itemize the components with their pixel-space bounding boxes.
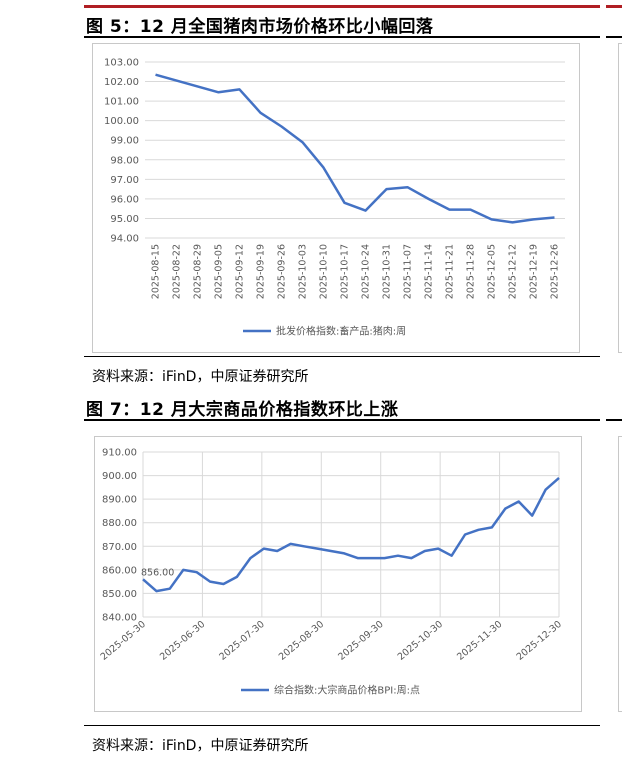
y-tick-label: 840.00 bbox=[102, 613, 137, 624]
figure-5-bottom-rule bbox=[84, 356, 600, 357]
figure-7-title-rule-right bbox=[606, 419, 622, 421]
chart-1-frame: 94.00 95.00 96.00 97.00 98.00 99.00 100.00 101.… bbox=[92, 43, 580, 353]
x-tick-label: 2025-10-17 bbox=[340, 244, 351, 299]
y-tick-label: 98.00 bbox=[110, 155, 139, 166]
series-line bbox=[155, 73, 555, 224]
legend-label: 批发价格指数:畜产品:猪肉:周 bbox=[276, 325, 406, 338]
top-red-rule bbox=[84, 5, 600, 8]
y-tick-label: 103.00 bbox=[104, 58, 139, 69]
data-label: 856.00 bbox=[141, 567, 174, 578]
y-tick-label: 900.00 bbox=[102, 471, 137, 482]
x-tick-label: 2025-10-10 bbox=[319, 244, 330, 299]
x-tick-label: 2025-08-22 bbox=[172, 244, 183, 299]
y-tick-label: 97.00 bbox=[110, 175, 139, 186]
x-tick-label: 2025-10-30 bbox=[396, 619, 445, 663]
y-tick-label: 99.00 bbox=[110, 136, 139, 147]
figure-5-source: 资料来源：iFinD，中原证券研究所 bbox=[92, 369, 309, 385]
x-tick-label: 2025-12-30 bbox=[515, 619, 564, 663]
series-line bbox=[142, 476, 560, 593]
x-tick-label: 2025-10-24 bbox=[361, 244, 372, 299]
y-tick-label: 860.00 bbox=[102, 565, 137, 576]
y-tick-label: 880.00 bbox=[102, 518, 137, 529]
y-tick-label: 101.00 bbox=[104, 97, 139, 108]
x-tick-label: 2025-10-03 bbox=[298, 244, 309, 299]
x-tick-label: 2025-09-12 bbox=[235, 244, 246, 299]
legend-label: 综合指数:大宗商品价格BPI:周:点 bbox=[274, 684, 420, 697]
x-tick-label: 2025-08-30 bbox=[277, 619, 326, 663]
x-tick-label: 2025-08-15 bbox=[151, 244, 162, 299]
y-tick-label: 850.00 bbox=[102, 589, 137, 600]
figure-7-title: 图 7：12 月大宗商品价格指数环比上涨 bbox=[86, 400, 399, 420]
figure-5-title-rule bbox=[84, 36, 600, 38]
y-tick-label: 870.00 bbox=[102, 542, 137, 553]
x-tick-label: 2025-11-30 bbox=[455, 619, 504, 663]
y-tick-label: 95.00 bbox=[110, 214, 139, 225]
chart-2-svg: 840.00 850.00 860.00 870.00 880.00 890.00 900.… bbox=[99, 448, 564, 697]
x-tick-label: 2025-11-07 bbox=[403, 244, 414, 299]
y-tick-label: 910.00 bbox=[102, 448, 137, 459]
x-tick-label: 2025-10-31 bbox=[382, 244, 393, 299]
x-tick-label: 2025-11-28 bbox=[466, 244, 477, 299]
top-red-rule-right bbox=[606, 5, 622, 8]
y-tick-label: 94.00 bbox=[110, 234, 139, 245]
chart-2-frame: 840.00 850.00 860.00 870.00 880.00 890.00 900.… bbox=[94, 436, 582, 712]
y-tick-label: 102.00 bbox=[104, 77, 139, 88]
adjacent-chart-edge bbox=[618, 43, 622, 353]
figure-5-title-rule-right bbox=[606, 36, 622, 38]
x-tick-label: 2025-09-05 bbox=[214, 244, 225, 299]
x-tick-label: 2025-09-19 bbox=[256, 244, 267, 299]
x-tick-label: 2025-09-26 bbox=[277, 244, 288, 299]
x-tick-label: 2025-08-29 bbox=[193, 244, 204, 299]
x-tick-label: 2025-12-12 bbox=[508, 244, 519, 299]
figure-7-source: 资料来源：iFinD，中原证券研究所 bbox=[92, 738, 309, 754]
x-tick-label: 2025-12-19 bbox=[529, 244, 540, 299]
figure-5-title: 图 5：12 月全国猪肉市场价格环比小幅回落 bbox=[86, 17, 434, 37]
x-tick-label: 2025-09-30 bbox=[336, 619, 385, 663]
figure-7-bottom-rule bbox=[84, 725, 600, 726]
x-tick-label: 2025-12-05 bbox=[487, 244, 498, 299]
y-tick-label: 96.00 bbox=[110, 194, 139, 205]
adjacent-chart-edge-2 bbox=[618, 436, 622, 712]
chart-1-svg: 94.00 95.00 96.00 97.00 98.00 99.00 100.00 101.… bbox=[104, 58, 565, 338]
x-tick-label: 2025-07-30 bbox=[217, 619, 266, 663]
figure-7-title-rule bbox=[84, 419, 600, 421]
y-tick-label: 890.00 bbox=[102, 495, 137, 506]
x-tick-label: 2025-05-30 bbox=[99, 619, 148, 663]
y-tick-label: 100.00 bbox=[104, 116, 139, 127]
x-tick-label: 2025-12-26 bbox=[550, 244, 561, 299]
x-tick-label: 2025-11-14 bbox=[424, 244, 435, 299]
x-tick-label: 2025-06-30 bbox=[158, 619, 207, 663]
x-tick-label: 2025-11-21 bbox=[445, 244, 456, 299]
